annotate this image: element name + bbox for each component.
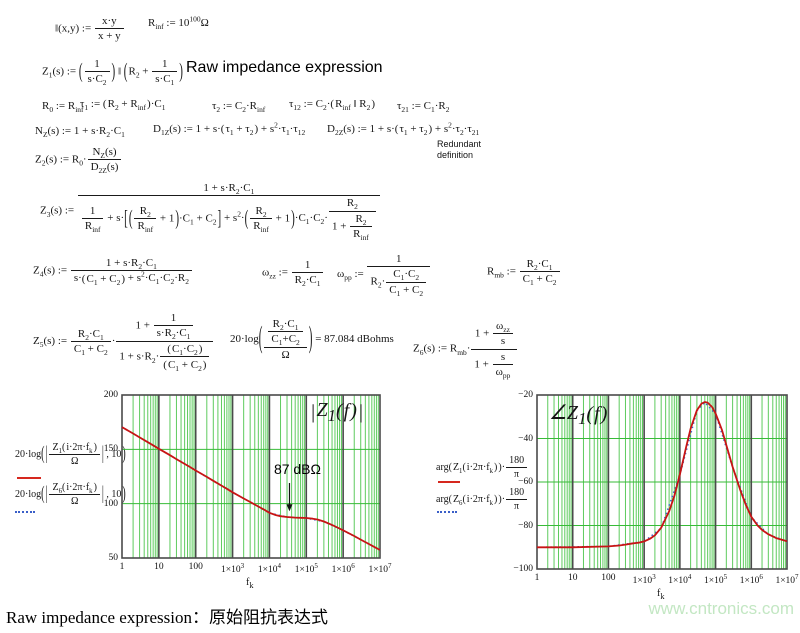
eq-z4[interactable]: Z4(s) := 1 + s·R2·C1 s·(C1 + C2) + s2·C1·… [33, 256, 193, 286]
eq-z3[interactable]: Z3(s) := 1 + s·R2·C1 1 Rinf + s·[(R2 Rinf +… [40, 181, 381, 241]
x-tick-label: 10 [154, 562, 164, 572]
x-tick-label: 100 [601, 573, 616, 583]
series-dotted [121, 426, 381, 551]
eq-z1[interactable]: Z1(s) := (1 s·C2) ‖ (R2 + 1 s·C1) [42, 58, 183, 88]
y-tick-label: −40 [518, 433, 533, 444]
redundant-note-line1: Redundant [437, 139, 482, 149]
eq-tau1[interactable]: τ1 := (R2 + Rinf) ·C1 [80, 98, 166, 113]
x-tick-label: 1×104 [257, 562, 281, 576]
x-tick-label: 1 [534, 573, 540, 583]
eq-rmb[interactable]: Rmb := R2·C1 C1 + C2 [487, 257, 561, 287]
eq-tau2[interactable]: τ2 := C2·Rinf [212, 100, 266, 115]
eq-z5[interactable]: Z5(s) := R2·C1 C1 + C2 · 1 + 1 s·R2·C1 1 + s·… [33, 311, 214, 372]
y-tick-label: −20 [518, 390, 533, 400]
legend-line-dotted-magnitude [15, 511, 35, 513]
watermark: www.cntronics.com [648, 599, 794, 618]
legend-phase-z6: arg(Z6(i·2π·fk)) · 180 π [436, 486, 528, 513]
eq-d1z[interactable]: D1Z(s) := 1 + s·(τ1 + τ2) + s2·τ1·τ12 [153, 120, 306, 138]
x-tick-label: 1×104 [668, 573, 692, 587]
raw-impedance-heading: Raw impedance expression [186, 59, 383, 76]
x-tick-label: 1×106 [739, 573, 763, 587]
eq-parallel-def[interactable]: ‖(x,y) := x·y x + y [55, 14, 125, 44]
legend-line-solid-magnitude [17, 477, 41, 479]
x-tick-label: 1×107 [368, 562, 392, 576]
magnitude-plot-title: | Z1(f) | [310, 399, 364, 425]
x-tick-label: 1×103 [221, 562, 245, 576]
x-tick-label: 10 [567, 573, 578, 583]
eq-nz[interactable]: NZ(s) := 1 + s·R2·C1 [35, 125, 125, 140]
eq-wpp[interactable]: ωpp := 1 R2· C1·C2 C1 + C2 [337, 252, 431, 297]
x-tick-label: 1×107 [775, 573, 799, 587]
legend-line-dotted-phase [437, 511, 457, 513]
y-tick-label: −100 [513, 564, 533, 574]
eq-logres[interactable]: 20·log(R2·C1 C1+C2 Ω) = 87.084 dBohms [230, 318, 394, 361]
bottom-caption: Raw impedance expression：原始阻抗表达式 [6, 608, 328, 627]
x-tick-label: 100 [188, 562, 203, 572]
y-tick-label: 200 [103, 390, 118, 400]
eq-r0[interactable]: R0 := Rinf [42, 100, 84, 115]
y-tick-label: −80 [518, 520, 533, 531]
x-tick-label: 1×105 [704, 573, 728, 587]
legend-phase-z1: arg(Z1(i·2π·fk)) · 180 π [436, 454, 528, 481]
annotation-87dB: 87 dBΩ [273, 460, 321, 477]
legend-line-solid-phase [438, 481, 460, 483]
legend-magnitude-z6: 20·log(| Z6(i·2π·fk) Ω | , 10) [15, 482, 126, 508]
series-solid [121, 426, 381, 551]
eq-rinf-def[interactable]: Rinf := 10100Ω [148, 14, 209, 32]
redundant-note: Redundant definition [437, 139, 481, 162]
x-tick-label: 1 [119, 562, 125, 572]
legend-magnitude-z1: 20·log(| Z1(i·2π·fk) Ω | , 10) [15, 442, 126, 468]
eq-tau12[interactable]: τ12 := C2·(Rinf ‖ R2) [289, 98, 376, 113]
redundant-note-line2: definition [437, 150, 474, 161]
eq-wzz[interactable]: ωzz := 1 R2·C1 [262, 258, 324, 288]
eq-z6[interactable]: Z6(s) := Rmb· 1 + ωzz s 1 + s ωpp [413, 319, 518, 379]
x-tick-label: 1×103 [632, 573, 656, 587]
eq-d2z[interactable]: D2Z(s) := 1 + s·(τ1 + τ2) + s2·τ2·τ21 [327, 120, 480, 138]
x-tick-label: 1×105 [294, 562, 318, 576]
eq-tau21[interactable]: τ21 := C1·R2 [397, 100, 450, 115]
y-tick-label: 50 [108, 553, 119, 563]
phase-plot-title: ∠Z1(f) [549, 402, 608, 428]
x-axis-label: fk [246, 577, 254, 590]
x-tick-label: 1×106 [331, 562, 355, 576]
eq-z2[interactable]: Z2(s) := R0· NZ(s) D2Z(s) [35, 145, 122, 175]
